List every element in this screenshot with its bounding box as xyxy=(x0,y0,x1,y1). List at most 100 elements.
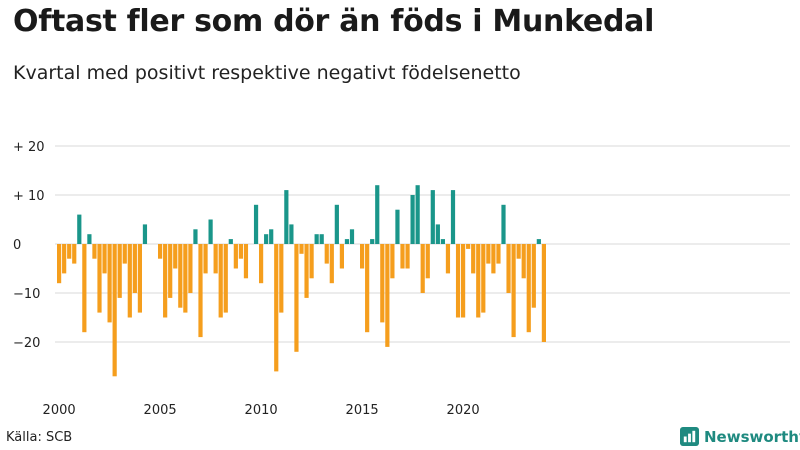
bar-negative xyxy=(445,244,451,274)
bar-negative xyxy=(203,244,208,274)
bar-negative xyxy=(117,244,122,298)
bar-negative xyxy=(107,244,112,323)
bar-negative xyxy=(178,244,183,308)
bar-negative xyxy=(67,244,72,259)
newsworthy-logo-icon xyxy=(680,427,699,446)
bar-negative xyxy=(274,244,279,372)
bar-negative xyxy=(304,244,309,298)
bar-negative xyxy=(521,244,526,279)
bar-negative xyxy=(259,244,264,284)
bar-positive xyxy=(289,224,294,244)
bar-negative xyxy=(541,244,546,342)
bar-negative xyxy=(82,244,87,333)
bar-negative xyxy=(324,244,329,264)
bar-positive xyxy=(344,239,350,244)
y-tick-label: + 20 xyxy=(13,140,45,155)
x-tick-label: 2020 xyxy=(447,403,480,418)
y-tick-label: −20 xyxy=(13,336,40,351)
bar-positive xyxy=(395,209,400,244)
bar-negative xyxy=(380,244,385,323)
chart-title: Oftast fler som dör än föds i Munkedal xyxy=(13,4,655,39)
bar-negative xyxy=(168,244,173,298)
bar-negative xyxy=(516,244,521,259)
bar-positive xyxy=(77,214,82,244)
bar-negative xyxy=(299,244,304,254)
bar-positive xyxy=(450,190,456,244)
bar-negative xyxy=(506,244,511,293)
bar-negative xyxy=(112,244,117,377)
bar-positive xyxy=(536,239,541,244)
bar-positive xyxy=(284,190,289,244)
bar-negative xyxy=(122,244,127,264)
bar-positive xyxy=(253,204,259,244)
bar-negative xyxy=(183,244,188,313)
bar-positive xyxy=(415,185,420,244)
bar-negative xyxy=(294,244,299,352)
brand-name: Newsworthy xyxy=(704,427,800,446)
bar-negative xyxy=(511,244,516,338)
bar-negative xyxy=(481,244,486,313)
bar-positive xyxy=(410,195,415,244)
bar-negative xyxy=(62,244,67,274)
bar-negative xyxy=(158,244,163,259)
x-tick-label: 2000 xyxy=(43,403,76,418)
bar-negative xyxy=(420,244,425,293)
bar-positive xyxy=(87,234,92,244)
bar-negative xyxy=(188,244,193,293)
bar-negative xyxy=(339,244,344,269)
bar-positive xyxy=(334,204,339,244)
y-tick-label: 0 xyxy=(13,238,21,253)
bar-negative xyxy=(400,244,405,269)
bar-negative xyxy=(486,244,491,264)
bar-positive xyxy=(208,219,213,244)
bar-positive xyxy=(319,234,324,244)
x-tick-label: 2010 xyxy=(245,403,278,418)
bar-negative xyxy=(360,244,365,269)
bar-positive xyxy=(193,229,198,244)
bar-negative xyxy=(173,244,178,269)
bar-negative xyxy=(97,244,102,313)
bar-positive xyxy=(501,204,506,244)
bar-negative xyxy=(425,244,430,279)
bar-positive xyxy=(375,185,380,244)
bar-positive xyxy=(142,224,148,244)
bar-negative xyxy=(218,244,223,318)
y-tick-label: + 10 xyxy=(13,189,45,204)
bar-negative xyxy=(238,244,243,259)
bar-positive xyxy=(264,234,269,244)
bar-negative xyxy=(491,244,496,274)
bar-negative xyxy=(496,244,501,264)
bar-negative xyxy=(92,244,97,259)
x-tick-label: 2005 xyxy=(144,403,177,418)
bar-negative xyxy=(526,244,531,333)
bar-positive xyxy=(349,229,355,244)
bar-negative xyxy=(198,244,203,338)
x-tick-label: 2015 xyxy=(346,403,379,418)
newsworthy-brand[interactable]: Newsworthy xyxy=(680,427,800,446)
bar-negative xyxy=(102,244,107,274)
bar-negative xyxy=(390,244,395,279)
bar-negative xyxy=(279,244,284,313)
source-note: Källa: SCB xyxy=(6,430,73,445)
bar-negative xyxy=(471,244,476,274)
bar-negative xyxy=(57,244,62,284)
bar-negative xyxy=(365,244,370,333)
bar-negative xyxy=(223,244,228,313)
bar-negative xyxy=(309,244,314,279)
bar-positive xyxy=(314,234,319,244)
bar-negative xyxy=(531,244,536,308)
bar-positive xyxy=(228,239,233,244)
bar-negative xyxy=(127,244,132,318)
bar-negative xyxy=(213,244,218,274)
bar-positive xyxy=(430,190,435,244)
bar-positive xyxy=(269,229,274,244)
bar-negative xyxy=(455,244,461,318)
bar-negative xyxy=(385,244,390,347)
bar-negative xyxy=(466,244,471,249)
bar-negative xyxy=(233,244,238,269)
bar-negative xyxy=(72,244,77,264)
chart-subtitle: Kvartal med positivt respektive negativt… xyxy=(13,62,521,84)
bar-positive xyxy=(370,239,375,244)
bar-negative xyxy=(163,244,168,318)
